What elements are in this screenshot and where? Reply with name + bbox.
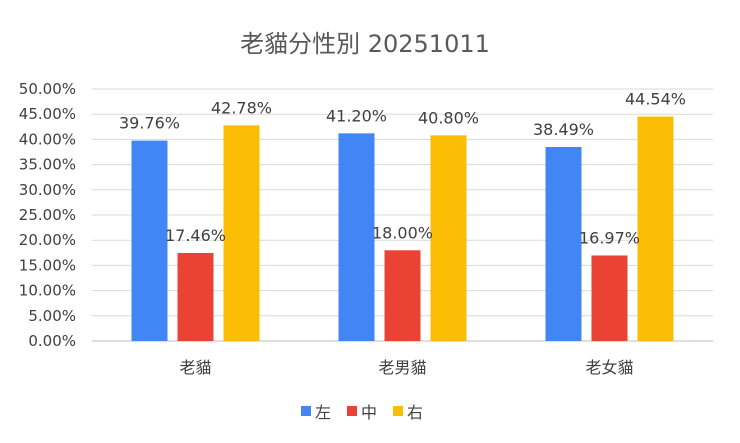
- bar-左-老貓: [131, 140, 168, 341]
- data-label: 41.20%: [326, 106, 387, 125]
- data-label: 42.78%: [211, 98, 272, 117]
- legend-label: 右: [407, 403, 423, 422]
- y-tick-label: 10.00%: [19, 282, 76, 300]
- y-tick-label: 40.00%: [19, 130, 76, 148]
- y-tick-label: 15.00%: [19, 256, 76, 274]
- y-tick-label: 5.00%: [28, 307, 76, 325]
- legend-swatch: [301, 406, 311, 416]
- data-labels: 39.76% 17.46% 42.78% 41.20% 18.00% 40.80% 38.4…: [119, 90, 686, 248]
- legend-label: 左: [315, 403, 331, 422]
- y-tick-label: 50.00%: [19, 80, 76, 98]
- x-tick-label: 老男貓: [378, 358, 426, 377]
- x-tick-label: 老女貓: [585, 358, 633, 377]
- data-label: 44.54%: [625, 90, 686, 109]
- bar-左-老男貓: [338, 133, 375, 341]
- data-label: 39.76%: [119, 114, 180, 133]
- bar-右-老貓: [223, 125, 260, 342]
- y-tick-label: 30.00%: [19, 181, 76, 199]
- legend-swatch: [347, 406, 357, 416]
- y-tick-label: 35.00%: [19, 156, 76, 174]
- data-label: 18.00%: [372, 223, 433, 242]
- legend: 左中右: [301, 403, 423, 422]
- chart-title: 老貓分性別 20251011: [240, 30, 490, 58]
- x-tick-label: 老貓: [179, 358, 211, 377]
- data-label: 17.46%: [165, 226, 226, 245]
- data-label: 40.80%: [418, 108, 479, 127]
- y-tick-label: 25.00%: [19, 206, 76, 224]
- bar-中-老貓: [177, 253, 214, 341]
- y-tick-label: 20.00%: [19, 231, 76, 249]
- x-axis-ticks: 老貓 老男貓 老女貓: [179, 358, 633, 377]
- bar-右-老男貓: [430, 135, 467, 341]
- legend-swatch: [393, 406, 403, 416]
- data-label: 38.49%: [533, 120, 594, 139]
- bar-中-老女貓: [591, 255, 628, 341]
- data-label: 16.97%: [579, 228, 640, 247]
- y-axis-ticks: 0.00% 5.00% 10.00% 15.00% 20.00% 25.00% 30.00%…: [19, 80, 76, 350]
- bar-左-老女貓: [545, 147, 582, 341]
- y-tick-label: 45.00%: [19, 105, 76, 123]
- bar-中-老男貓: [384, 250, 421, 341]
- bars: [131, 116, 674, 342]
- legend-label: 中: [361, 403, 377, 422]
- bar-右-老女貓: [637, 116, 674, 341]
- y-tick-label: 0.00%: [28, 332, 76, 350]
